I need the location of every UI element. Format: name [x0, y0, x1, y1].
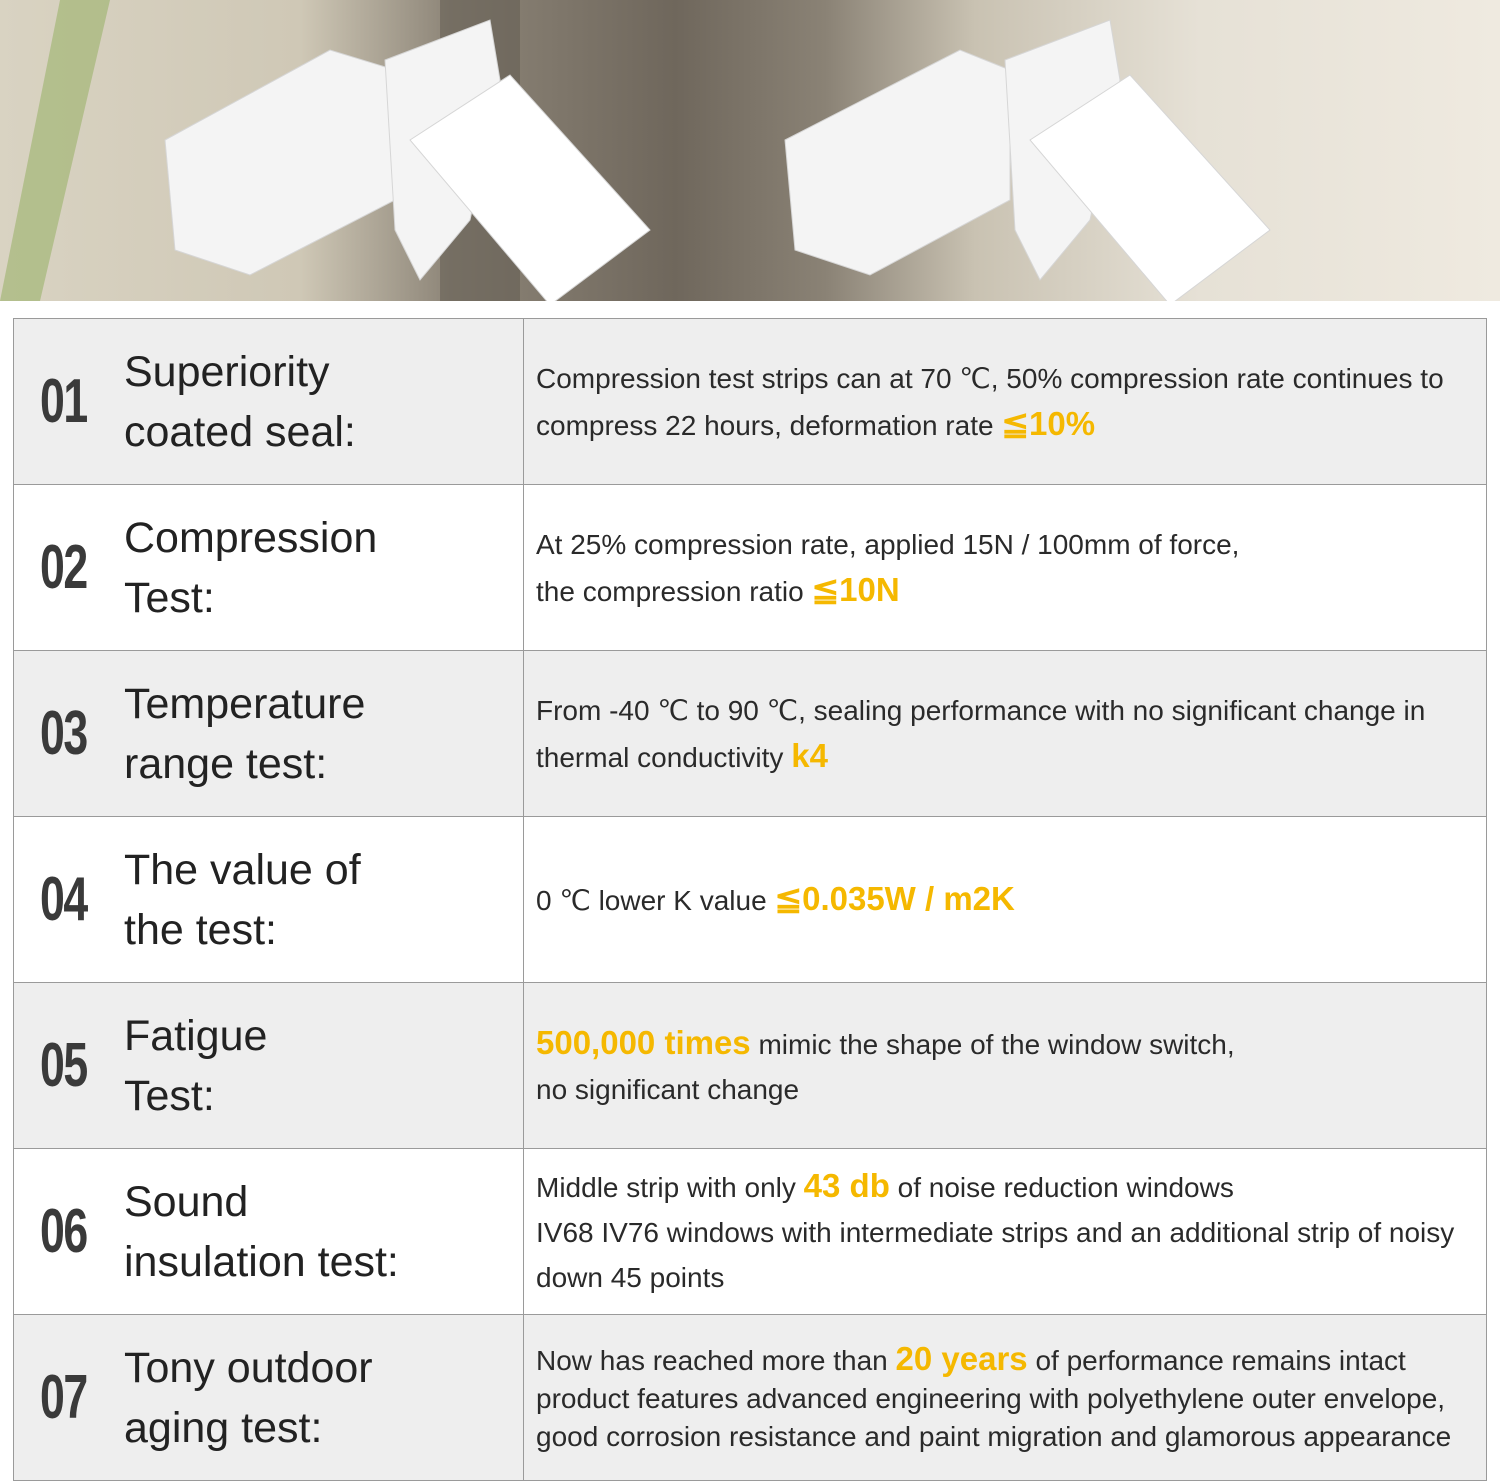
highlight-value: 43 db: [803, 1167, 890, 1204]
highlight-value: ≦0.035W / m2K: [774, 880, 1015, 917]
test-description-cell: Middle strip with only 43 db of noise re…: [523, 1148, 1487, 1315]
test-specs-table: 01 Superiority coated seal: Compression tes…: [13, 318, 1487, 1481]
description-text: of noise reduction windows: [889, 1172, 1234, 1203]
test-title: Compression Test:: [124, 508, 377, 628]
test-title-line: Sound: [124, 1177, 249, 1226]
highlight-value: 20 years: [895, 1339, 1028, 1377]
description-text: Now has reached more than: [536, 1344, 896, 1376]
description-text: 0 ℃ lower K value: [536, 885, 775, 916]
table-row: 06 Sound insulation test: Middle strip with…: [13, 1148, 1487, 1315]
description-text: Middle strip with only: [536, 1172, 804, 1203]
description-text: At 25% compression rate, applied 15N / 1…: [536, 528, 1240, 560]
description-text: From -40 ℃ to 90 ℃, sealing performance …: [536, 694, 1426, 773]
product-photo: [0, 0, 1500, 301]
foam-pads-illustration: [0, 0, 1271, 301]
test-title-line: The value of: [124, 845, 361, 894]
table-row: 05 Fatigue Test: 500,000 times mimic the sh…: [13, 982, 1487, 1149]
row-number: 07: [40, 1363, 88, 1432]
test-description-cell: 500,000 times mimic the shape of the win…: [523, 982, 1487, 1149]
description-text: of performance remains intact product fe…: [536, 1344, 1452, 1452]
highlight-value: ≦10N: [811, 570, 900, 608]
highlight-value: ≦10%: [1001, 404, 1096, 442]
test-title: Temperature range test:: [124, 674, 365, 794]
test-title-line: Temperature: [124, 679, 366, 728]
row-number: 04: [40, 865, 88, 934]
test-name-cell: 05 Fatigue Test:: [13, 982, 524, 1149]
test-description-cell: Now has reached more than 20 years of pe…: [523, 1314, 1487, 1481]
description-text: mimic the shape of the window switch,: [750, 1028, 1235, 1060]
highlight-value: k4: [791, 736, 828, 774]
test-description-cell: Compression test strips can at 70 ℃, 50%…: [523, 318, 1487, 485]
test-title-line: Test:: [124, 573, 215, 622]
description-text: Compression test strips can at 70 ℃, 50%…: [536, 362, 1444, 441]
test-name-cell: 02 Compression Test:: [13, 484, 524, 651]
test-title-line: Superiority: [124, 347, 330, 396]
row-number: 03: [40, 699, 88, 768]
table-row: 04 The value of the test: 0 ℃ lower K value…: [13, 816, 1487, 983]
test-title-line: Fatigue: [124, 1011, 268, 1060]
row-number: 02: [40, 533, 88, 602]
test-name-cell: 03 Temperature range test:: [13, 650, 524, 817]
test-title-line: insulation test:: [124, 1237, 399, 1286]
table-row: 01 Superiority coated seal: Compression tes…: [13, 318, 1487, 485]
description-text: the compression ratio: [536, 575, 812, 607]
test-title: Tony outdoor aging test:: [124, 1338, 373, 1458]
test-title: The value of the test:: [124, 840, 361, 960]
description-text: no significant change: [536, 1073, 800, 1105]
description-text: IV68 IV76 windows with intermediate stri…: [536, 1217, 1455, 1293]
test-title-line: Tony outdoor: [124, 1343, 373, 1392]
test-description-cell: At 25% compression rate, applied 15N / 1…: [523, 484, 1487, 651]
highlight-value: 500,000 times: [536, 1023, 751, 1061]
test-title-line: Compression: [124, 513, 378, 562]
test-title-line: Test:: [124, 1071, 215, 1120]
table-row: 02 Compression Test: At 25% compression rat…: [13, 484, 1487, 651]
test-title: Superiority coated seal:: [124, 342, 356, 462]
test-title: Fatigue Test:: [124, 1006, 267, 1126]
test-title-line: aging test:: [124, 1403, 323, 1452]
test-name-cell: 01 Superiority coated seal:: [13, 318, 524, 485]
row-number: 06: [40, 1197, 88, 1266]
test-title: Sound insulation test:: [124, 1172, 399, 1292]
test-name-cell: 04 The value of the test:: [13, 816, 524, 983]
test-title-line: the test:: [124, 905, 277, 954]
table-row: 07 Tony outdoor aging test: Now has reached…: [13, 1314, 1487, 1481]
table-row: 03 Temperature range test: From -40 ℃ to 90…: [13, 650, 1487, 817]
test-description-cell: 0 ℃ lower K value ≦0.035W / m2K: [523, 816, 1487, 983]
row-number: 01: [40, 367, 88, 436]
test-title-line: range test:: [124, 739, 328, 788]
test-name-cell: 06 Sound insulation test:: [13, 1148, 524, 1315]
test-title-line: coated seal:: [124, 407, 356, 456]
test-name-cell: 07 Tony outdoor aging test:: [13, 1314, 524, 1481]
test-description-cell: From -40 ℃ to 90 ℃, sealing performance …: [523, 650, 1487, 817]
row-number: 05: [40, 1031, 88, 1100]
